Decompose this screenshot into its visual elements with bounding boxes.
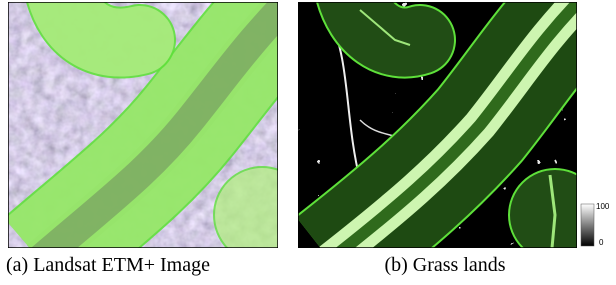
colorbar-label: 0 [599,238,604,247]
caption: (a) Landsat ETM+ Image [6,254,210,276]
colorbar-label: 100 [596,202,610,211]
figure: 100 0 (a) Landsat ETM+ Image (b) Grass l… [0,0,616,280]
colorbar [581,204,594,246]
panel-b-image [298,0,601,261]
panel-a-image [8,0,310,263]
caption: (b) Grass lands [384,254,505,276]
